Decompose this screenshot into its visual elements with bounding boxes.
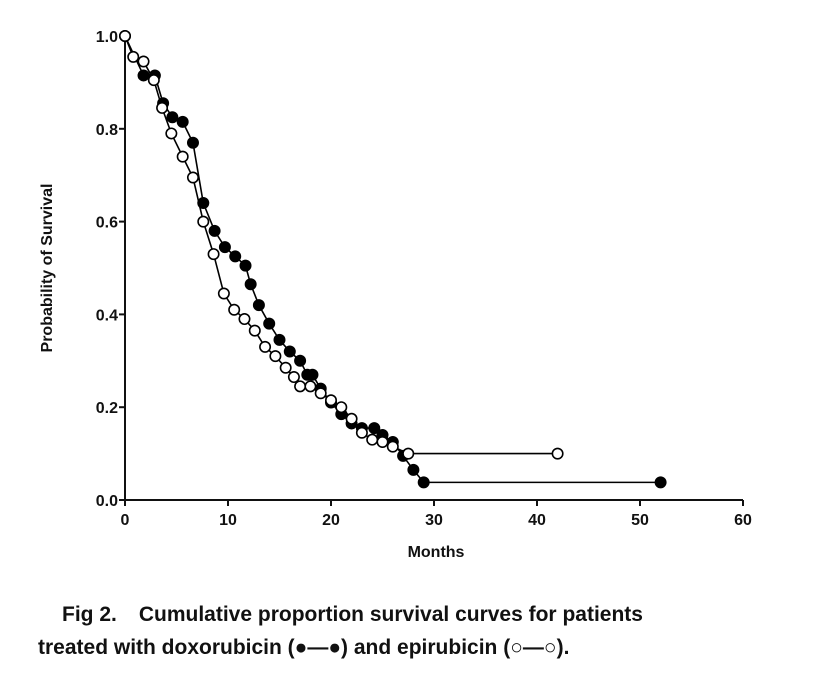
x-tick-label: 30 bbox=[425, 512, 443, 529]
data-point-epirubicin bbox=[176, 150, 189, 163]
data-point-doxorubicin bbox=[186, 136, 199, 149]
survival-chart: 0.00.20.40.60.81.0 0 10 20 30 40 50 60 Months … bbox=[39, 29, 752, 561]
data-point-doxorubicin bbox=[407, 463, 420, 476]
data-point-epirubicin bbox=[259, 340, 272, 353]
data-point-epirubicin bbox=[304, 380, 317, 393]
figure-caption: Fig 2. Cumulative proportion survival cur… bbox=[38, 598, 818, 664]
data-point-epirubicin bbox=[324, 394, 337, 407]
data-point-doxorubicin bbox=[294, 354, 307, 367]
y-tick-label: 0.6 bbox=[96, 215, 118, 232]
data-point-doxorubicin bbox=[244, 278, 257, 291]
caption-figure-number: Fig 2. bbox=[62, 603, 117, 626]
data-point-epirubicin bbox=[186, 171, 199, 184]
data-point-epirubicin bbox=[165, 127, 178, 140]
data-point-epirubicin bbox=[345, 412, 358, 425]
x-tick-label: 10 bbox=[219, 512, 237, 529]
data-point-epirubicin bbox=[156, 101, 169, 114]
x-ticks: 0 10 20 30 40 50 60 bbox=[121, 500, 752, 529]
data-point-epirubicin bbox=[355, 426, 368, 439]
data-point-epirubicin bbox=[335, 401, 348, 414]
data-point-epirubicin bbox=[127, 50, 140, 63]
data-point-epirubicin bbox=[314, 387, 327, 400]
data-point-doxorubicin bbox=[263, 317, 276, 330]
data-point-epirubicin bbox=[279, 361, 292, 374]
data-point-epirubicin bbox=[119, 29, 132, 42]
data-point-epirubicin bbox=[238, 313, 251, 326]
y-tick-label: 0.0 bbox=[96, 493, 118, 510]
x-tick-label: 0 bbox=[121, 512, 130, 529]
x-tick-label: 60 bbox=[734, 512, 752, 529]
data-point-epirubicin bbox=[287, 371, 300, 384]
data-point-epirubicin bbox=[207, 248, 220, 261]
data-point-epirubicin bbox=[269, 350, 282, 363]
data-point-doxorubicin bbox=[368, 422, 381, 435]
y-tick-label: 0.2 bbox=[96, 400, 118, 417]
series-doxorubicin bbox=[119, 29, 667, 489]
data-point-epirubicin bbox=[402, 447, 415, 460]
x-axis-label: Months bbox=[408, 544, 465, 561]
data-point-epirubicin bbox=[366, 433, 379, 446]
y-ticks: 0.0 0.2 0.4 0.6 0.8 1.0 bbox=[96, 29, 125, 510]
caption-line-2: treated with doxorubicin (●—●) and epiru… bbox=[38, 636, 570, 659]
data-point-doxorubicin bbox=[176, 115, 189, 128]
data-point-doxorubicin bbox=[252, 299, 265, 312]
caption-title: Cumulative proportion survival curves fo… bbox=[138, 603, 643, 626]
data-point-doxorubicin bbox=[654, 476, 667, 489]
data-point-epirubicin bbox=[217, 287, 230, 300]
data-point-doxorubicin bbox=[417, 476, 430, 489]
data-point-doxorubicin bbox=[208, 224, 221, 237]
data-point-doxorubicin bbox=[273, 333, 286, 346]
data-point-doxorubicin bbox=[306, 368, 319, 381]
data-point-doxorubicin bbox=[239, 259, 252, 272]
data-point-epirubicin bbox=[551, 447, 564, 460]
x-tick-label: 40 bbox=[528, 512, 546, 529]
data-point-doxorubicin bbox=[197, 197, 210, 210]
data-point-doxorubicin bbox=[218, 241, 231, 254]
series-line-doxorubicin bbox=[124, 35, 661, 484]
y-axis-label: Probability of Survival bbox=[39, 184, 56, 353]
data-point-doxorubicin bbox=[137, 69, 150, 82]
y-tick-label: 0.8 bbox=[96, 122, 118, 139]
data-point-epirubicin bbox=[147, 74, 160, 87]
data-point-epirubicin bbox=[386, 440, 399, 453]
data-point-epirubicin bbox=[137, 55, 150, 68]
data-point-doxorubicin bbox=[166, 111, 179, 124]
x-tick-label: 50 bbox=[631, 512, 649, 529]
data-point-epirubicin bbox=[294, 380, 307, 393]
x-tick-label: 20 bbox=[322, 512, 340, 529]
data-point-doxorubicin bbox=[229, 250, 242, 263]
data-point-doxorubicin bbox=[283, 345, 296, 358]
data-point-epirubicin bbox=[228, 303, 241, 316]
series-line-epirubicin bbox=[124, 35, 558, 455]
data-point-epirubicin bbox=[248, 324, 261, 337]
data-point-epirubicin bbox=[197, 215, 210, 228]
y-tick-label: 1.0 bbox=[96, 29, 118, 46]
data-point-epirubicin bbox=[376, 435, 389, 448]
series-epirubicin bbox=[119, 29, 564, 460]
series-layer bbox=[119, 29, 667, 489]
y-tick-label: 0.4 bbox=[96, 307, 118, 324]
